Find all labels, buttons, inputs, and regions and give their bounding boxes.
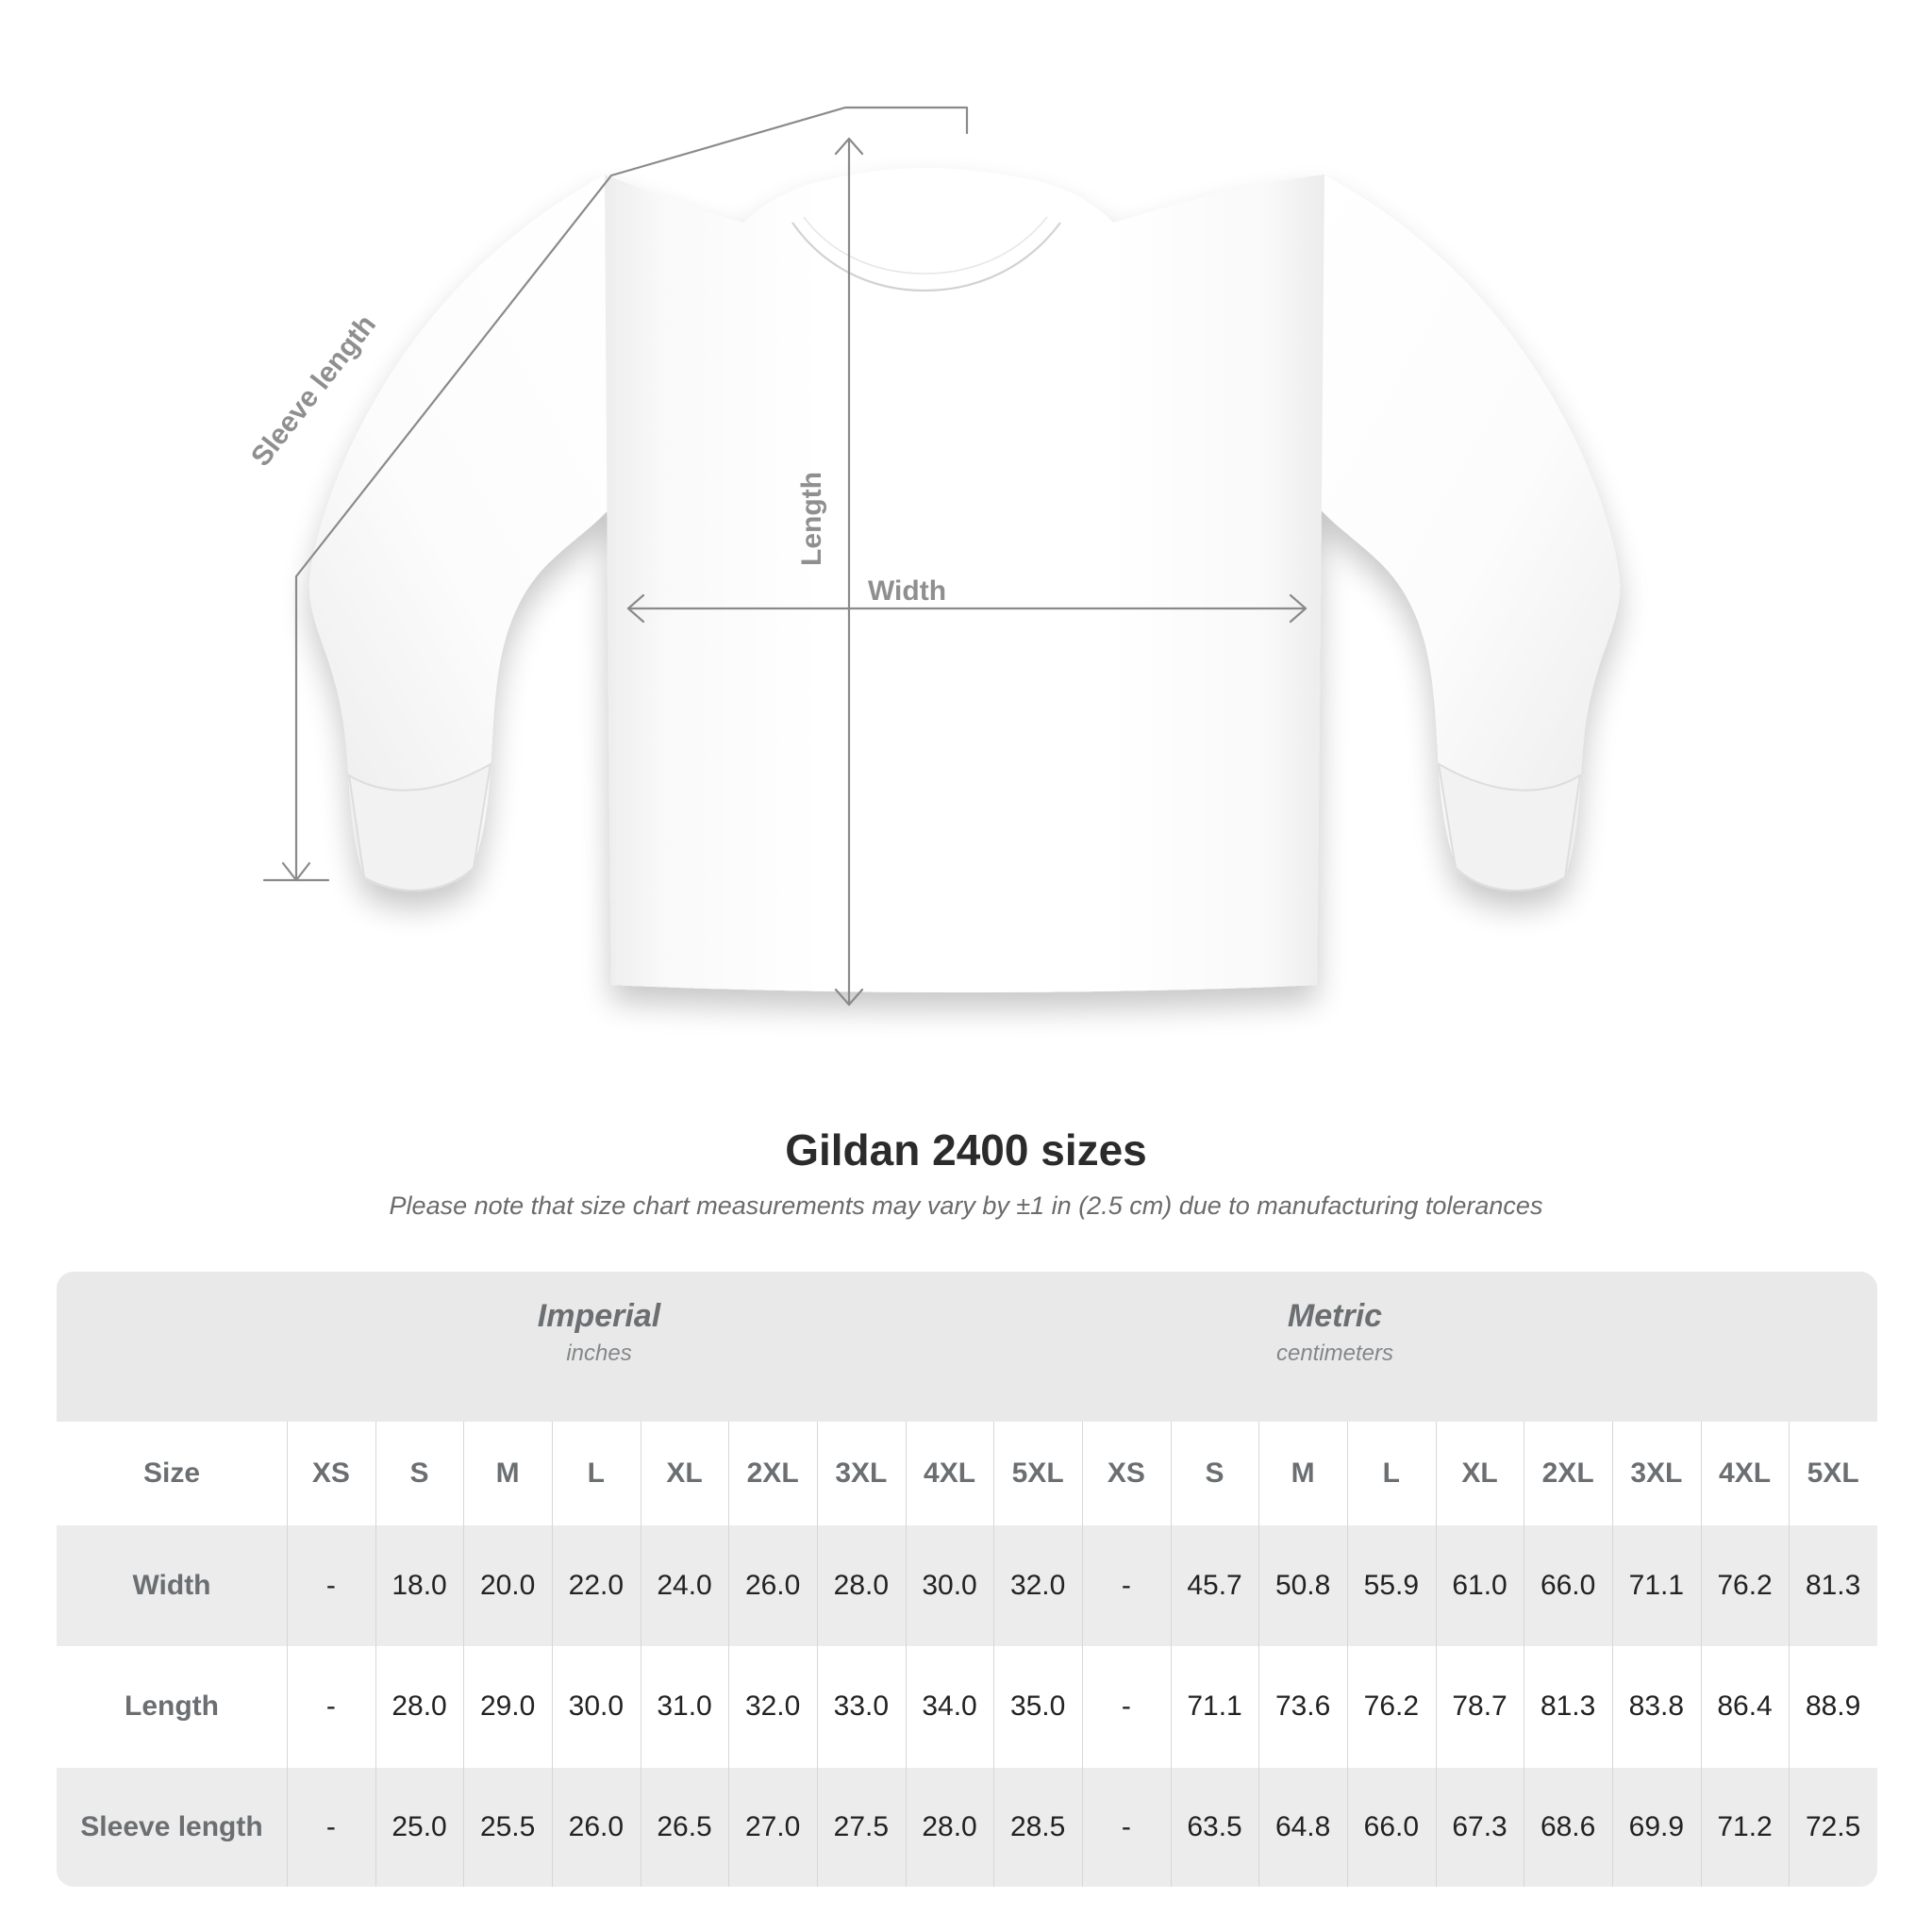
svg-text:Width: Width: [868, 575, 946, 607]
svg-text:Length: Length: [796, 472, 827, 566]
